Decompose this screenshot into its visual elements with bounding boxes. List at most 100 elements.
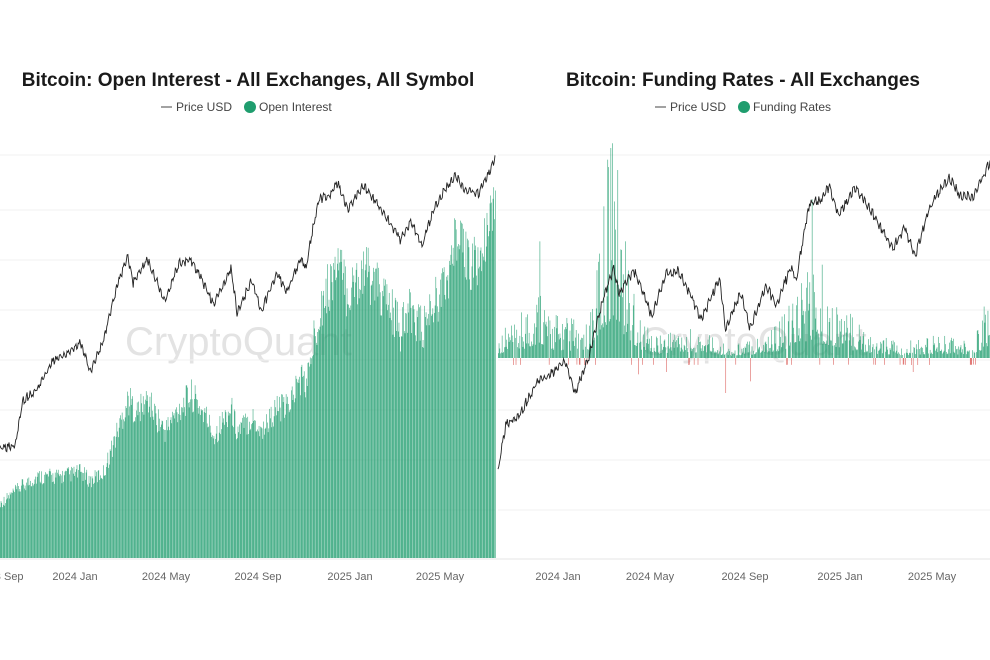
funding-rate-bar [752, 354, 754, 358]
funding-rate-bar [927, 338, 929, 358]
open-interest-bar [118, 437, 119, 558]
funding-rate-bar [986, 346, 988, 358]
open-interest-bar [195, 393, 197, 558]
funding-rate-bar [665, 347, 666, 358]
funding-rate-bar [610, 148, 612, 358]
funding-rate-bar [872, 347, 873, 358]
open-interest-bar [376, 268, 377, 558]
open-interest-bar [230, 413, 231, 558]
funding-rate-bar [687, 351, 689, 358]
open-interest-bar [255, 431, 257, 558]
funding-rate-bar [848, 340, 850, 358]
funding-rate-bar [849, 332, 851, 358]
open-interest-bar [394, 336, 395, 558]
open-interest-bar [50, 471, 51, 558]
open-interest-bar [266, 414, 267, 558]
open-interest-bar [276, 415, 277, 558]
funding-rate-bar [745, 348, 747, 358]
open-interest-bar [443, 267, 445, 558]
open-interest-bar [104, 475, 106, 558]
funding-rate-bar [973, 358, 974, 365]
funding-rate-bar [963, 340, 965, 358]
open-interest-bar [439, 294, 440, 558]
open-interest-bar [446, 276, 447, 558]
open-interest-bar [219, 416, 221, 558]
open-interest-bar [478, 268, 479, 558]
open-interest-bar [318, 330, 320, 558]
open-interest-bar [223, 418, 224, 558]
funding-rate-bar [826, 340, 828, 358]
open-interest-bar [262, 438, 264, 558]
open-interest-bar [66, 471, 67, 558]
open-interest-bar [364, 270, 366, 558]
funding-rate-bar [602, 323, 603, 358]
open-interest-bar [224, 410, 226, 558]
open-interest-bar [375, 268, 376, 558]
funding-rate-bar [640, 341, 642, 358]
open-interest-bar [422, 340, 424, 558]
funding-rate-bar [558, 334, 559, 358]
funding-rate-bar [540, 295, 541, 358]
legend-open-interest[interactable]: Open Interest [259, 100, 332, 114]
funding-rate-bar [931, 352, 932, 358]
funding-rate-bar [520, 358, 521, 365]
legend-funding-rates[interactable]: Funding Rates [753, 100, 831, 114]
open-interest-bar [199, 406, 200, 558]
funding-rate-bar [530, 346, 531, 358]
open-interest-bar [298, 382, 300, 558]
funding-rate-bar [590, 312, 592, 358]
open-interest-bar [382, 296, 384, 558]
open-interest-bar [45, 474, 47, 558]
open-interest-bar [173, 413, 175, 558]
funding-rate-bar [801, 283, 802, 358]
funding-rate-bar [499, 348, 501, 358]
open-interest-bar [39, 471, 40, 558]
open-interest-bar [316, 344, 318, 558]
open-interest-bar [321, 325, 323, 558]
open-interest-bar [407, 303, 409, 558]
x-tick: 2024 May [142, 571, 191, 583]
open-interest-bar [121, 412, 123, 558]
funding-rate-bar [584, 358, 585, 365]
funding-rate-bar [658, 352, 659, 358]
open-interest-bar [166, 420, 167, 558]
open-interest-bar [349, 307, 350, 558]
legend-price-usd[interactable]: Price USD [176, 100, 232, 114]
funding-rate-bar [514, 324, 515, 358]
funding-rate-bar [759, 346, 760, 358]
funding-rate-bar [593, 340, 595, 358]
open-interest-bar [174, 418, 176, 558]
open-interest-bar [191, 399, 193, 558]
funding-rate-bar [893, 351, 895, 358]
funding-rate-bar [825, 343, 827, 358]
open-interest-bar [487, 225, 489, 558]
open-interest-bar [421, 331, 422, 558]
legend-price-usd-2[interactable]: Price USD [670, 100, 726, 114]
open-interest-bar [23, 484, 24, 558]
funding-rate-bar [780, 336, 781, 358]
open-interest-bar [75, 469, 77, 558]
funding-rate-bar [683, 344, 685, 358]
open-interest-bar [416, 341, 417, 558]
funding-rate-bar [882, 340, 884, 358]
funding-rate-bar [770, 347, 771, 358]
open-interest-bar [275, 407, 276, 558]
open-interest-bar [98, 470, 100, 558]
open-interest-bar [423, 347, 425, 558]
funding-rate-bar [823, 340, 824, 358]
x-tick: 2024 Jan [535, 571, 580, 583]
funding-rate-bar [587, 349, 588, 358]
open-interest-bar [54, 483, 55, 558]
open-interest-bar [240, 421, 242, 558]
open-interest-bar [201, 410, 203, 558]
funding-rate-bar [559, 333, 561, 358]
funding-rate-bar [803, 310, 804, 358]
open-interest-bar [274, 399, 276, 558]
open-interest-bar [252, 423, 253, 558]
open-interest-bar [403, 331, 405, 558]
open-interest-bar [382, 290, 383, 558]
open-interest-bar [258, 431, 259, 558]
open-interest-bar [172, 411, 173, 558]
open-interest-bar [367, 247, 369, 558]
open-interest-bar [156, 425, 158, 558]
